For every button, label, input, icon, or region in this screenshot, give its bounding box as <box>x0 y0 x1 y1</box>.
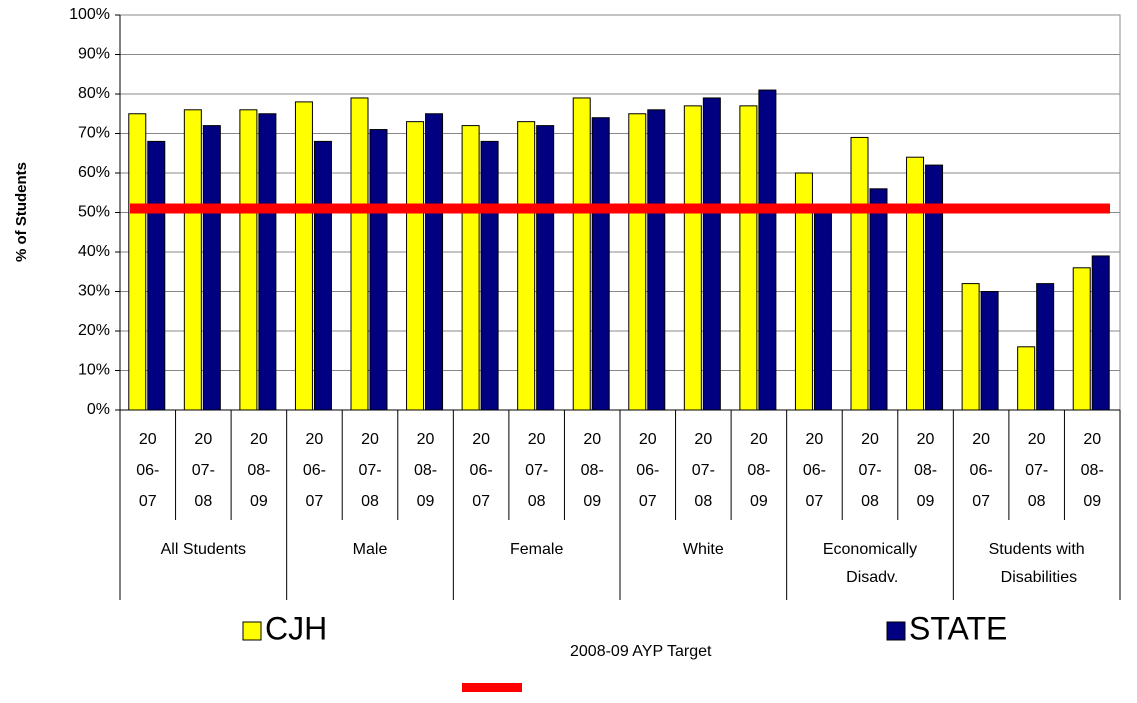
x-tick-label: 20 07-08 <box>858 431 881 510</box>
bar <box>961 283 980 411</box>
x-tick-label: 20 07-08 <box>192 431 215 510</box>
y-tick-label: 80% <box>78 85 110 102</box>
bar <box>1017 346 1036 411</box>
legend-swatch <box>242 621 262 641</box>
legend-swatch <box>886 621 906 641</box>
x-tick-label: 20 08-09 <box>1081 431 1104 510</box>
legend-label: CJH <box>265 610 327 646</box>
bar <box>850 136 869 411</box>
bar <box>869 188 888 411</box>
bar <box>202 125 221 411</box>
x-tick-label: 20 07-08 <box>358 431 381 510</box>
x-tick-label: 20 08-09 <box>747 431 770 510</box>
y-tick-label: 40% <box>78 243 110 260</box>
bar <box>1091 255 1110 411</box>
group-label: White <box>683 541 724 558</box>
x-tick-label: 20 07-08 <box>692 431 715 510</box>
x-tick-label: 20 08-09 <box>914 431 937 510</box>
y-tick-label: 10% <box>78 362 110 379</box>
x-tick-label: 20 08-09 <box>581 431 604 510</box>
bar <box>683 105 702 411</box>
y-tick-label: 0% <box>87 401 110 418</box>
bar <box>536 125 555 411</box>
bar <box>572 97 591 411</box>
bar <box>980 291 999 411</box>
bar <box>258 113 277 411</box>
group-label: Economically Disadv. <box>823 541 917 586</box>
bar <box>313 140 332 411</box>
bar <box>369 129 388 411</box>
group-label: Male <box>353 541 388 558</box>
bar <box>461 125 480 411</box>
y-tick-label: 100% <box>69 6 110 23</box>
y-tick-label: 90% <box>78 46 110 63</box>
bar <box>294 101 313 411</box>
y-tick-label: 30% <box>78 283 110 300</box>
x-tick-label: 20 06-07 <box>470 431 493 510</box>
bar <box>702 97 721 411</box>
group-label: Students with Disabilities <box>989 541 1085 586</box>
bar <box>350 97 369 411</box>
bar <box>591 117 610 411</box>
y-axis-label: % of Students <box>13 162 30 262</box>
bar <box>425 113 444 411</box>
bar <box>517 121 536 411</box>
y-tick-label: 50% <box>78 204 110 221</box>
x-tick-label: 20 06-07 <box>636 431 659 510</box>
x-tick-label: 20 06-07 <box>136 431 159 510</box>
x-tick-label: 20 08-09 <box>414 431 437 510</box>
y-tick-label: 60% <box>78 164 110 181</box>
group-label: All Students <box>161 541 246 558</box>
bar <box>794 172 813 411</box>
bar <box>480 140 499 411</box>
bar <box>406 121 425 411</box>
bar <box>906 156 925 411</box>
bar <box>647 109 666 411</box>
bar <box>628 113 647 411</box>
bar <box>147 140 166 411</box>
group-label: Female <box>510 541 563 558</box>
legend-swatch <box>462 683 522 692</box>
bar <box>739 105 758 411</box>
bar <box>925 164 944 411</box>
y-tick-label: 20% <box>78 322 110 339</box>
y-tick-label: 70% <box>78 125 110 142</box>
x-tick-label: 20 08-09 <box>247 431 270 510</box>
bar <box>183 109 202 411</box>
bar <box>1036 283 1055 411</box>
bar <box>1072 267 1091 411</box>
x-tick-label: 20 06-07 <box>303 431 326 510</box>
x-tick-label: 20 07-08 <box>1025 431 1048 510</box>
legend-label: STATE <box>909 610 1007 646</box>
x-tick-label: 20 06-07 <box>970 431 993 510</box>
legend-label: 2008-09 AYP Target <box>570 643 712 660</box>
x-tick-label: 20 06-07 <box>803 431 826 510</box>
bar <box>239 109 258 411</box>
x-tick-label: 20 07-08 <box>525 431 548 510</box>
bar <box>128 113 147 411</box>
bar <box>758 89 777 411</box>
bar <box>813 208 832 411</box>
